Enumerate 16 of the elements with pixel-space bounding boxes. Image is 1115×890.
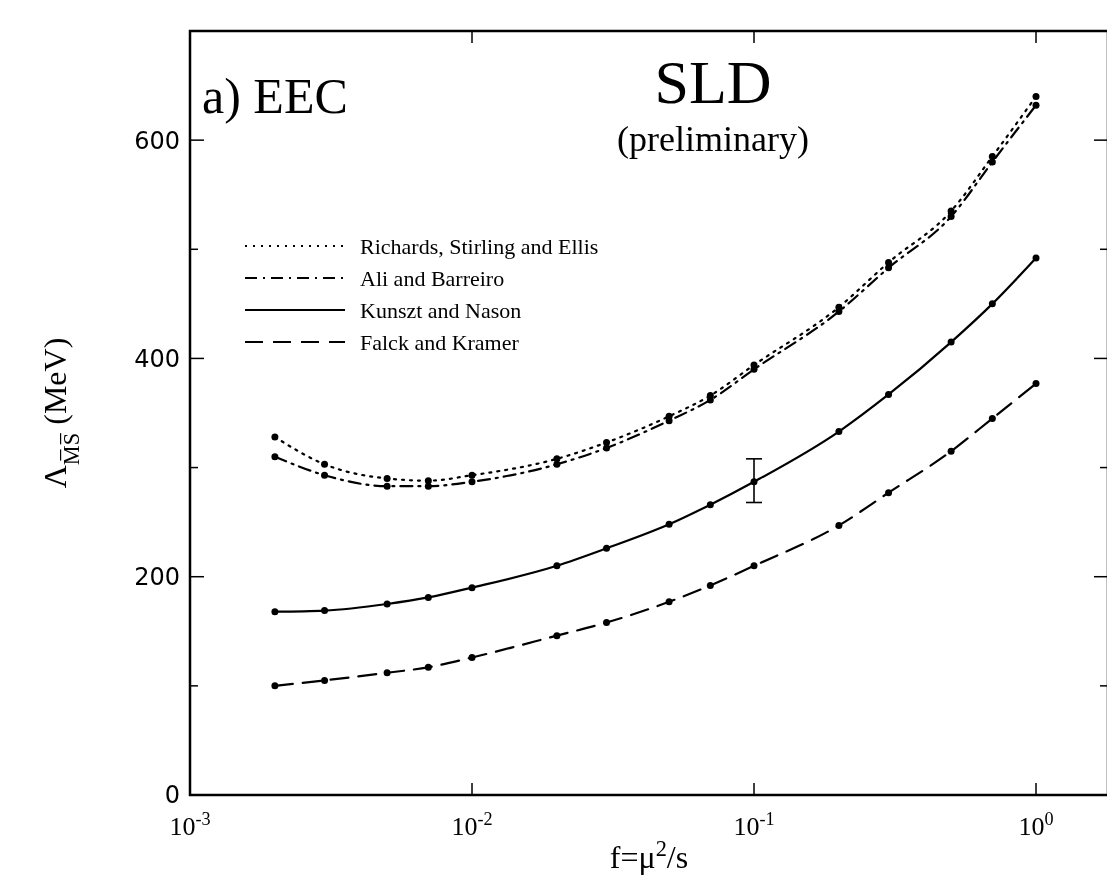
y-tick-label: 0 (164, 781, 180, 810)
legend-label: Richards, Stirling and Ellis (360, 233, 599, 259)
x-axis-title: f=μ$^{2}$/s (609, 835, 689, 875)
x-tick-label: 10$^{-2}$ (451, 809, 493, 841)
legend-label: Kunszt and Nason (360, 297, 522, 323)
text: (preliminary) (617, 119, 809, 159)
legend-label: Ali and Barreiro (360, 265, 505, 291)
annotation: a) EEC (202, 68, 348, 124)
chart-title: SLD (654, 48, 772, 116)
x-tick-label: 10$^{0}$ (1018, 809, 1054, 841)
y-tick-label: 200 (134, 563, 180, 592)
x-tick-label: 10$^{-1}$ (733, 809, 775, 841)
y-tick-label: 600 (134, 126, 180, 155)
legend-label: Falck and Kramer (360, 329, 520, 355)
y-tick-label: 400 (134, 344, 180, 373)
x-tick-label: 10$^{-3}$ (169, 809, 211, 841)
